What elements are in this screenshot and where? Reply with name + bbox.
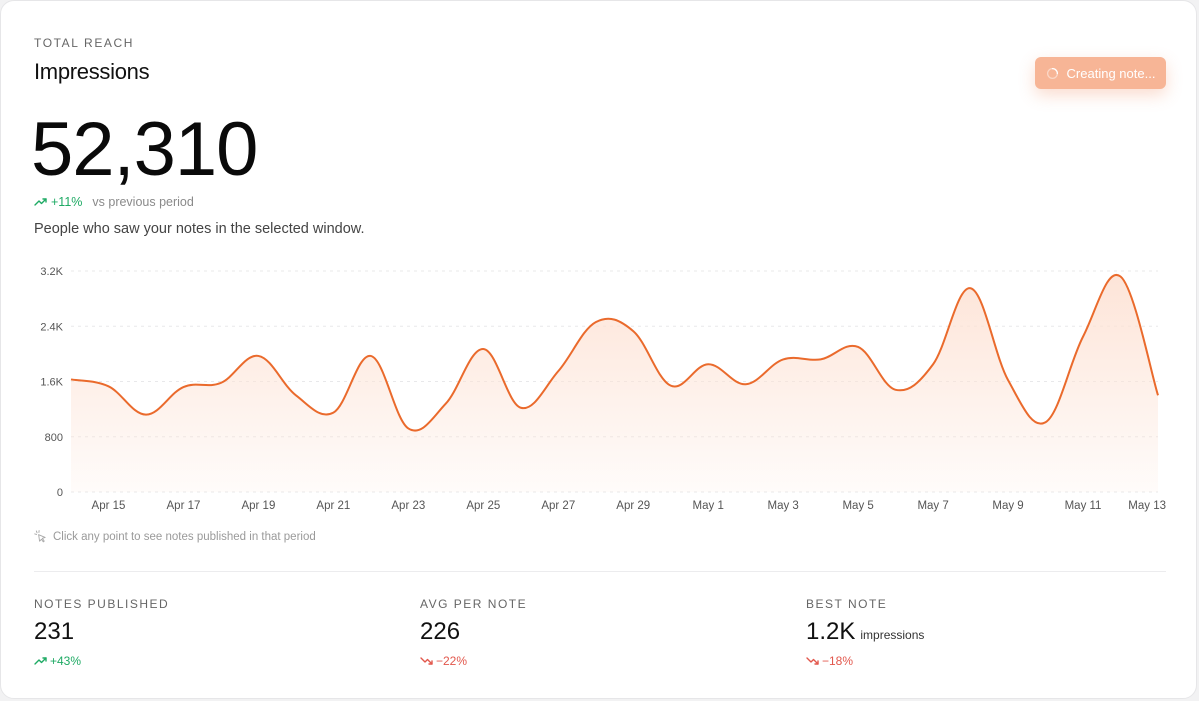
stat-label: BEST NOTE (806, 597, 888, 611)
data-point[interactable] (590, 316, 602, 328)
stat-change: +43% (34, 654, 169, 668)
trend-up-icon (34, 198, 47, 206)
x-tick-label: Apr 21 (316, 500, 350, 512)
data-point[interactable] (102, 380, 114, 392)
data-point[interactable] (665, 380, 677, 392)
x-tick-label: May 13 (1128, 500, 1166, 512)
data-point[interactable] (627, 325, 639, 337)
x-tick-label: May 3 (768, 500, 799, 512)
data-point[interactable] (777, 353, 789, 365)
stat-value: 1.2K (806, 618, 856, 645)
data-point[interactable] (215, 377, 227, 389)
y-tick-label: 2.4K (40, 321, 63, 333)
spinner-icon (1046, 67, 1058, 79)
x-tick-label: May 5 (842, 500, 873, 512)
stat-value: 231 (34, 618, 75, 645)
stat-label: NOTES PUBLISHED (34, 597, 170, 611)
y-tick-label: 0 (57, 487, 63, 499)
data-point[interactable] (552, 365, 564, 377)
x-tick-label: Apr 25 (466, 500, 500, 512)
x-tick-label: Apr 17 (167, 500, 201, 512)
x-tick-label: Apr 23 (391, 500, 425, 512)
total-delta-label: vs previous period (92, 195, 194, 209)
data-point[interactable] (252, 350, 264, 362)
trend-up-icon (34, 657, 47, 665)
trend-down-icon (806, 657, 819, 665)
data-point[interactable] (1077, 331, 1089, 343)
stat-change-value: −22% (436, 654, 468, 668)
stat-change-value: +43% (50, 654, 82, 668)
page-title: Impressions (34, 59, 150, 84)
pointer-click-icon (34, 530, 46, 543)
data-point[interactable] (140, 409, 152, 421)
x-tick-label: May 7 (917, 500, 948, 512)
y-tick-label: 800 (45, 432, 63, 444)
data-point[interactable] (702, 358, 714, 370)
stat-change: −18% (806, 654, 924, 668)
impressions-chart[interactable]: 0 800 1.6K 2.4K 3.2K Apr 15 Apr 17 Apr 19 Apr 21… (1, 256, 1197, 521)
chart-hint-text: Click any point to see notes published i… (53, 530, 316, 543)
x-tick-label: Apr 29 (616, 500, 650, 512)
data-point[interactable] (365, 350, 377, 362)
stat-value-row: 1.2K impressions (806, 618, 924, 646)
create-note-button-label: Creating note... (1066, 65, 1156, 81)
stat-value-row: 231 (34, 618, 169, 646)
x-tick-label: Apr 15 (92, 500, 126, 512)
data-point[interactable] (477, 343, 489, 355)
data-point[interactable] (740, 378, 752, 390)
data-point[interactable] (177, 381, 189, 393)
x-tick-label: Apr 19 (241, 500, 275, 512)
data-point[interactable] (440, 398, 452, 410)
area-fill (71, 274, 1158, 492)
data-point[interactable] (965, 282, 977, 294)
data-point[interactable] (815, 353, 827, 365)
stat-avg-per-note: AVG PER NOTE 226 −22% (420, 597, 527, 668)
y-tick-label: 1.6K (40, 377, 63, 389)
section-eyebrow: TOTAL REACH (34, 36, 135, 50)
data-point[interactable] (515, 402, 527, 414)
x-tick-label: May 11 (1065, 500, 1102, 512)
x-tick-label: Apr 27 (541, 500, 575, 512)
data-point[interactable] (1002, 374, 1014, 386)
stat-best-note: BEST NOTE 1.2K impressions −18% (806, 597, 924, 668)
chart-hint: Click any point to see notes published i… (34, 530, 316, 543)
data-point[interactable] (1115, 271, 1127, 283)
stat-unit: impressions (860, 628, 925, 642)
stat-notes-published: NOTES PUBLISHED 231 +43% (34, 597, 169, 668)
section-divider (34, 571, 1166, 572)
chart-description: People who saw your notes in the selecte… (34, 221, 365, 237)
data-point[interactable] (402, 422, 414, 434)
y-tick-label: 3.2K (40, 266, 63, 278)
series-line (70, 273, 1159, 432)
data-point[interactable] (327, 407, 339, 419)
total-impressions-value: 52,310 (31, 107, 258, 192)
data-point[interactable] (1040, 416, 1052, 428)
data-point[interactable] (852, 341, 864, 353)
data-point[interactable] (290, 389, 302, 401)
stat-change: −22% (420, 654, 527, 668)
stat-label: AVG PER NOTE (420, 597, 528, 611)
trend-down-icon (420, 657, 433, 665)
total-delta: +11% vs previous period (34, 195, 194, 209)
stat-value-row: 226 (420, 618, 527, 646)
stat-value: 226 (420, 618, 461, 645)
total-delta-value: +11% (51, 195, 83, 209)
data-point[interactable] (890, 384, 902, 396)
data-point[interactable] (1152, 389, 1164, 401)
data-point[interactable] (65, 373, 77, 385)
data-point[interactable] (927, 358, 939, 370)
x-tick-label: May 9 (992, 500, 1023, 512)
x-tick-label: May 1 (693, 500, 724, 512)
create-note-button[interactable]: Creating note... (1035, 57, 1166, 89)
stat-change-value: −18% (822, 654, 854, 668)
